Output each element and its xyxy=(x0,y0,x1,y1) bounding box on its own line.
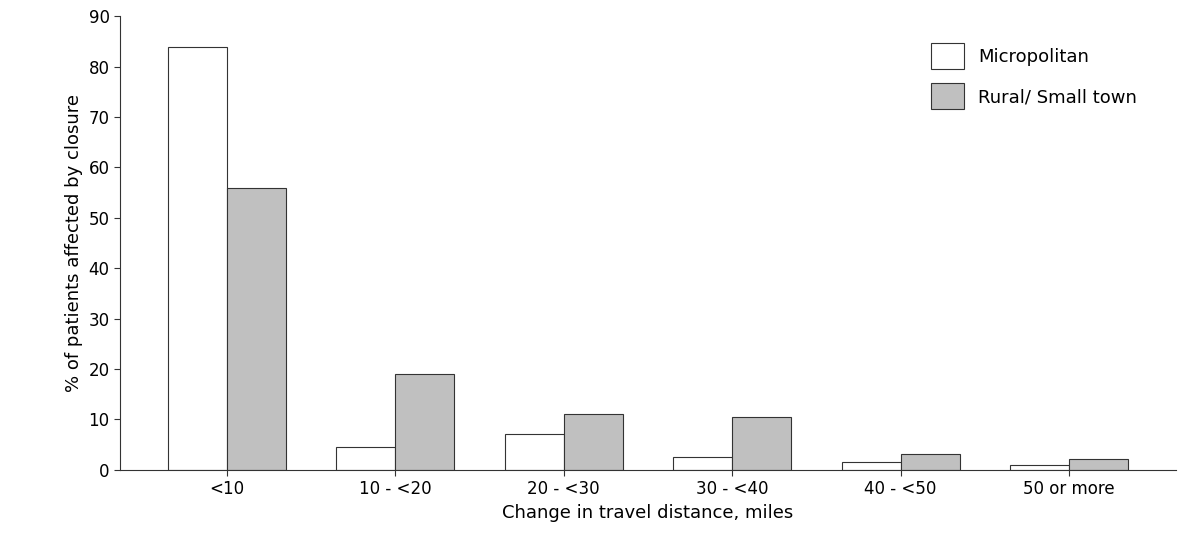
Legend: Micropolitan, Rural/ Small town: Micropolitan, Rural/ Small town xyxy=(922,34,1146,118)
Bar xyxy=(732,417,791,470)
Bar xyxy=(841,462,901,470)
Bar xyxy=(505,434,564,470)
Bar xyxy=(168,46,227,470)
Bar xyxy=(395,374,455,470)
X-axis label: Change in travel distance, miles: Change in travel distance, miles xyxy=(503,503,793,521)
Bar xyxy=(227,188,286,470)
Y-axis label: % of patients affected by closure: % of patients affected by closure xyxy=(65,94,83,392)
Bar xyxy=(901,454,960,470)
Bar xyxy=(564,414,623,470)
Bar xyxy=(1069,460,1128,470)
Bar xyxy=(673,457,732,470)
Bar xyxy=(1010,465,1069,470)
Bar xyxy=(336,447,395,470)
